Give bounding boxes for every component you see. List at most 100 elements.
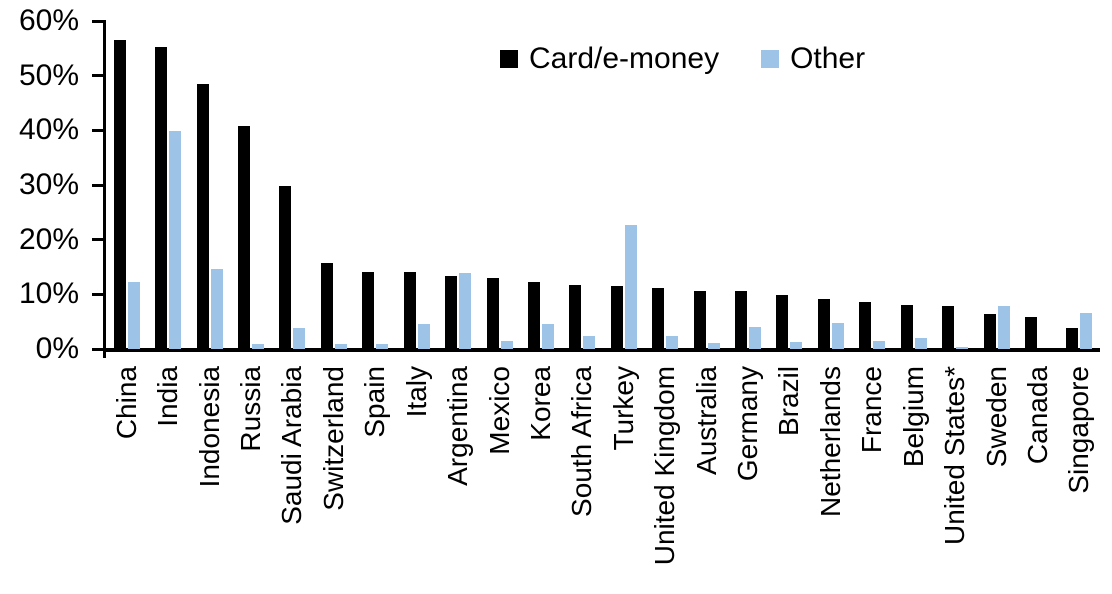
bar-card-e-money: [569, 284, 582, 349]
bar-other: [666, 335, 679, 349]
bar-card-e-money: [693, 290, 706, 349]
legend-swatch-card-e-money: [500, 50, 518, 68]
category-cell: Argentina: [437, 366, 478, 565]
bar-group: [934, 21, 975, 349]
bar-other: [334, 344, 347, 349]
bar-group: [479, 21, 520, 349]
bar-card-e-money: [735, 291, 748, 349]
x-axis-origin-tick: [103, 352, 106, 358]
bar-group: [769, 21, 810, 349]
legend-label-other: Other: [790, 42, 866, 75]
bar-group: [1017, 21, 1058, 349]
category-label: Switzerland: [317, 366, 349, 511]
category-cell: Brazil: [769, 366, 810, 565]
y-axis-tick: [92, 19, 106, 23]
category-cell: Turkey: [603, 366, 644, 565]
category-label: Australia: [690, 366, 722, 475]
category-label: United Kingdom: [649, 366, 681, 566]
bar-card-e-money: [362, 271, 375, 349]
category-cell: Saudi Arabia: [272, 366, 313, 565]
bar-group: [396, 21, 437, 349]
bar-card-e-money: [320, 263, 333, 349]
y-axis-label: 0%: [35, 332, 79, 365]
category-cell: Belgium: [893, 366, 934, 565]
category-label: Korea: [524, 366, 556, 441]
bar-group: [106, 21, 147, 349]
bar-group: [603, 21, 644, 349]
bar-group: [189, 21, 230, 349]
bar-group: [893, 21, 934, 349]
bar-other: [210, 268, 223, 349]
y-axis-tick: [92, 74, 106, 78]
y-axis-label: 20%: [18, 222, 79, 256]
bar-group: [644, 21, 685, 349]
category-cell: Spain: [355, 366, 396, 565]
bar-card-e-money: [1066, 327, 1079, 349]
bar-card-e-money: [196, 84, 209, 349]
category-label: Singapore: [1063, 366, 1095, 494]
category-label: United States*: [939, 366, 971, 545]
bar-group: [976, 21, 1017, 349]
category-label: Indonesia: [193, 366, 225, 488]
bar-group: [810, 21, 851, 349]
bar-group: [437, 21, 478, 349]
bar-other: [749, 327, 762, 349]
bar-other: [376, 343, 389, 349]
bar-card-e-money: [652, 288, 665, 349]
bar-group: [313, 21, 354, 349]
legend-swatch-other: [761, 50, 780, 68]
bar-other: [997, 305, 1010, 349]
bar-card-e-money: [237, 125, 250, 349]
category-cell: Netherlands: [810, 366, 851, 565]
bar-card-e-money: [776, 294, 789, 349]
category-label: India: [152, 366, 184, 427]
category-cell: United Kingdom: [644, 366, 685, 565]
category-cell: United States*: [934, 366, 975, 565]
legend-item-card-e-money: Card/e-money: [500, 42, 719, 76]
y-axis-tick: [92, 183, 106, 187]
category-label: Russia: [234, 366, 266, 452]
y-axis-label: 10%: [18, 277, 79, 311]
bar-group: [230, 21, 271, 349]
bar-card-e-money: [817, 298, 830, 349]
bar-other: [500, 341, 513, 349]
category-cell: Sweden: [976, 366, 1017, 565]
bar-card-e-money: [527, 281, 540, 349]
bar-other: [541, 324, 554, 349]
y-axis-tick: [92, 347, 106, 351]
category-cell: Germany: [727, 366, 768, 565]
category-label: Netherlands: [814, 366, 846, 517]
category-cell: Indonesia: [189, 366, 230, 565]
bar-card-e-money: [859, 302, 872, 349]
category-cell: Canada: [1017, 366, 1058, 565]
category-label: Italy: [400, 366, 432, 418]
bar-card-e-money: [1024, 316, 1037, 349]
category-label: Canada: [1021, 366, 1053, 465]
category-label: China: [110, 366, 142, 440]
x-axis-line: [103, 348, 1100, 352]
bar-card-e-money: [445, 275, 458, 349]
bar-other: [127, 281, 140, 349]
category-cell: Singapore: [1059, 366, 1100, 565]
category-label: Sweden: [980, 366, 1012, 468]
category-label: Turkey: [607, 366, 639, 451]
legend-item-other: Other: [761, 42, 865, 76]
bar-other: [624, 225, 637, 349]
bar-group: [355, 21, 396, 349]
bar-other: [956, 347, 969, 349]
bar-card-e-money: [279, 185, 292, 349]
category-cell: Italy: [396, 366, 437, 565]
plot-area: [106, 21, 1100, 349]
category-label: South Africa: [566, 366, 598, 517]
bar-group: [562, 21, 603, 349]
category-cell: France: [852, 366, 893, 565]
category-cell: China: [106, 366, 147, 565]
y-axis-label: 40%: [18, 113, 79, 147]
bar-card-e-money: [486, 278, 499, 349]
legend-label-card-e-money: Card/e-money: [529, 42, 720, 75]
category-cell: Mexico: [479, 366, 520, 565]
bar-card-e-money: [942, 306, 955, 349]
category-cell: India: [147, 366, 188, 565]
bar-other: [1080, 313, 1093, 349]
